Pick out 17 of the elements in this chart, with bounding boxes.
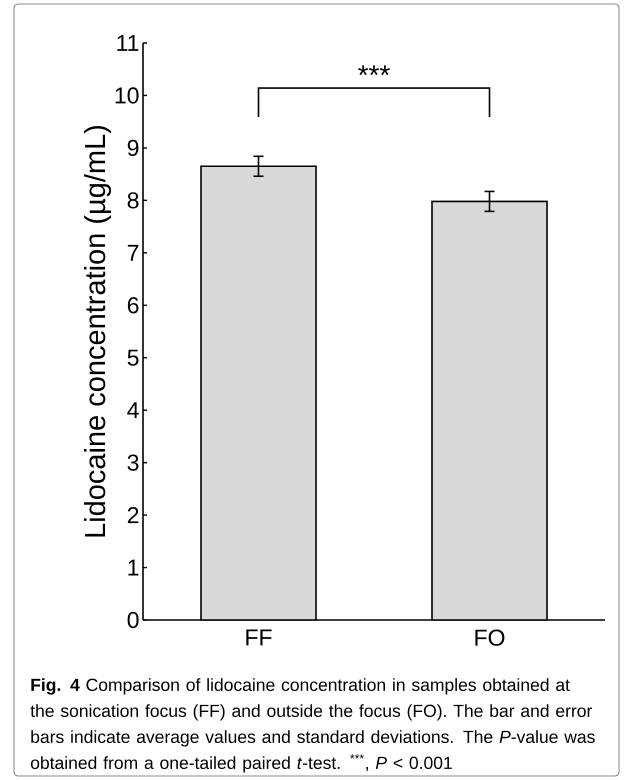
y-tick-label: 11 (117, 35, 138, 51)
annotation: *** (358, 65, 390, 76)
y-tick-label: 8 (128, 192, 138, 208)
y-tick-label: 1 (128, 560, 138, 576)
text: Fig. 4 Comparison of lidocaine concentration in samples obtained at the sonication focus (FF) and outside the focus (FO). The bar and error bars indicate average values and standard deviations. The P-value was obtained from a one-tailed paired t-test. $^{***}$, P < 0.001 (30, 678, 595, 773)
x-tick-label: FF (246, 630, 272, 646)
y-axis-title: Lidocaine concentration (µg/mL) (84, 126, 112, 537)
y-tick-label: 0 (128, 612, 139, 628)
x-tick-label: FO (475, 630, 504, 646)
y-tick-label: 3 (128, 454, 138, 471)
y-tick-label: 4 (127, 402, 139, 418)
y-tick-label: 2 (128, 507, 138, 524)
y-tick-label: 7 (128, 244, 138, 261)
y-tick-label: 10 (116, 87, 139, 104)
y-tick-label: 6 (128, 297, 138, 314)
y-tick-label: 9 (128, 140, 138, 156)
y-tick-label: 5 (128, 350, 139, 366)
